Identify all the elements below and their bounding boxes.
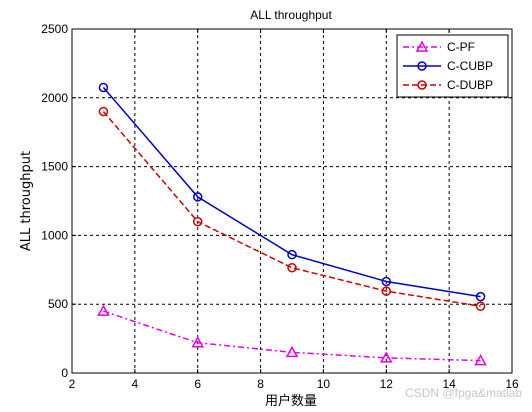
series-line (103, 310, 481, 362)
data-point (98, 82, 109, 93)
legend-item-c-dubp: C-DUBP (403, 78, 493, 92)
data-point (381, 276, 392, 287)
x-axis-title: 用户数量 (265, 393, 317, 409)
y-tick-label: 2000 (41, 91, 68, 105)
x-tick-label: 6 (194, 377, 201, 391)
x-tick-label: 2 (69, 377, 76, 391)
legend-label: C-PF (447, 40, 475, 54)
data-point (287, 262, 297, 273)
legend: C-PF C-CUBP C-DUBP (396, 34, 509, 98)
x-tick-label: 4 (132, 377, 139, 391)
data-point (417, 80, 427, 90)
data-point (474, 354, 487, 366)
legend-label: C-CUBP (447, 59, 493, 73)
data-point (417, 61, 427, 71)
series-line (102, 86, 481, 298)
data-point (192, 192, 203, 202)
axis-ticks: 2 4 6 8 10 12 14 16 0 500 1000 1500 2000 2500 (41, 22, 519, 391)
data-point (415, 40, 429, 52)
data-point (192, 216, 203, 227)
data-point (98, 106, 109, 117)
data-point (287, 249, 297, 260)
y-tick-label: 1000 (41, 228, 68, 242)
x-tick-label: 8 (257, 377, 264, 391)
legend-label: C-DUBP (447, 78, 493, 92)
y-tick-label: 1500 (41, 160, 68, 174)
y-tick-label: 500 (48, 297, 68, 311)
data-point (285, 345, 299, 358)
data-point (97, 304, 110, 316)
y-tick-label: 2500 (41, 22, 68, 36)
data-point (381, 286, 392, 296)
data-point (475, 291, 486, 302)
x-tick-label: 12 (380, 377, 394, 391)
series-line (102, 111, 481, 308)
x-tick-label: 16 (505, 377, 519, 391)
series-c-cubp (98, 82, 486, 302)
legend-item-c-pf: C-PF (403, 40, 475, 54)
y-axis-title: ALL throughput (19, 151, 34, 251)
legend-item-c-cubp: C-CUBP (403, 59, 493, 73)
plot-frame (71, 28, 513, 374)
series-c-dubp (98, 106, 486, 312)
watermark: CSDN @fpga&matlab (405, 386, 522, 400)
y-tick-label: 0 (61, 366, 68, 380)
x-tick-label: 10 (317, 377, 331, 391)
data-point (191, 336, 204, 348)
x-tick-label: 14 (442, 377, 456, 391)
grid (72, 29, 512, 373)
series-c-pf (97, 304, 487, 366)
series-group (97, 82, 487, 366)
chart-title: ALL throughput (250, 8, 332, 22)
data-point (380, 351, 393, 363)
data-point (475, 301, 486, 312)
